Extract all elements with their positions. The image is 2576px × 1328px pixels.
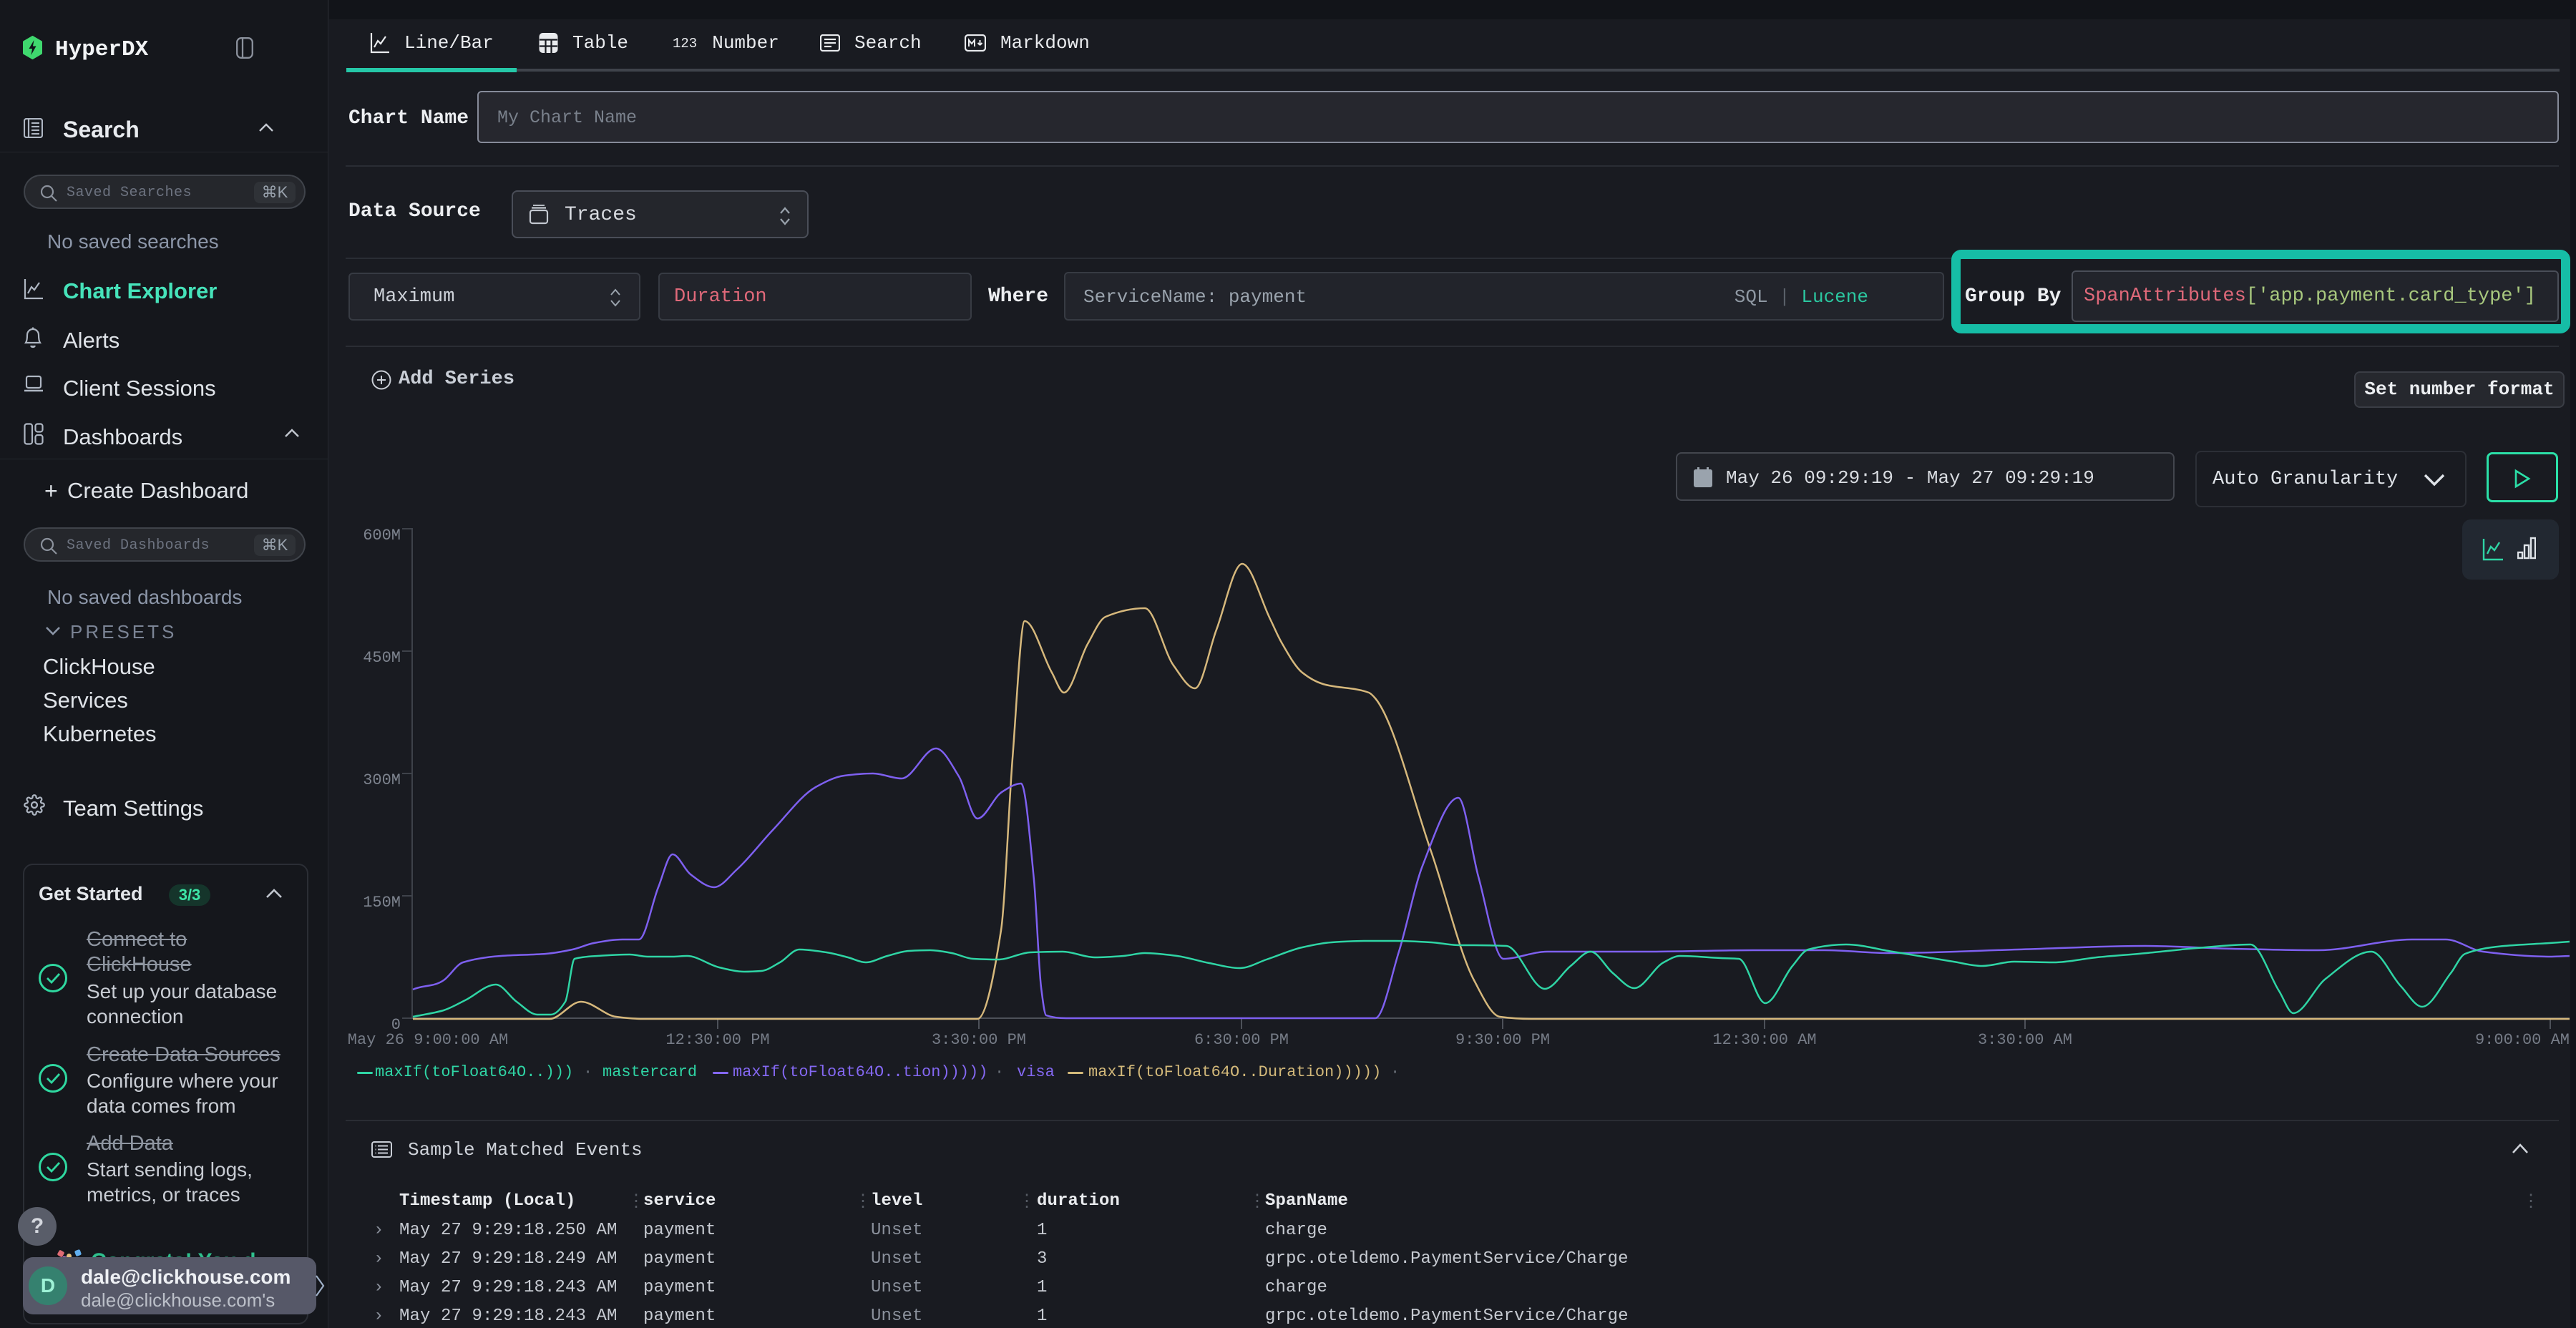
svg-text:300M: 300M xyxy=(363,771,401,789)
svg-text:150M: 150M xyxy=(363,894,401,912)
svg-text:9:30:00 PM: 9:30:00 PM xyxy=(1455,1031,1550,1049)
svg-text:12:30:00 AM: 12:30:00 AM xyxy=(1712,1031,1816,1049)
svg-text:450M: 450M xyxy=(363,649,401,667)
svg-text:3:30:00 AM: 3:30:00 AM xyxy=(1978,1031,2072,1049)
svg-text:600M: 600M xyxy=(363,527,401,545)
svg-text:12:30:00 PM: 12:30:00 PM xyxy=(665,1031,769,1049)
svg-text:9:00:00 AM: 9:00:00 AM xyxy=(2475,1031,2570,1049)
svg-text:May 26 9:00:00 AM: May 26 9:00:00 AM xyxy=(348,1031,508,1049)
svg-text:6:30:00 PM: 6:30:00 PM xyxy=(1194,1031,1289,1049)
svg-text:0: 0 xyxy=(391,1016,401,1034)
svg-text:3:30:00 PM: 3:30:00 PM xyxy=(932,1031,1026,1049)
